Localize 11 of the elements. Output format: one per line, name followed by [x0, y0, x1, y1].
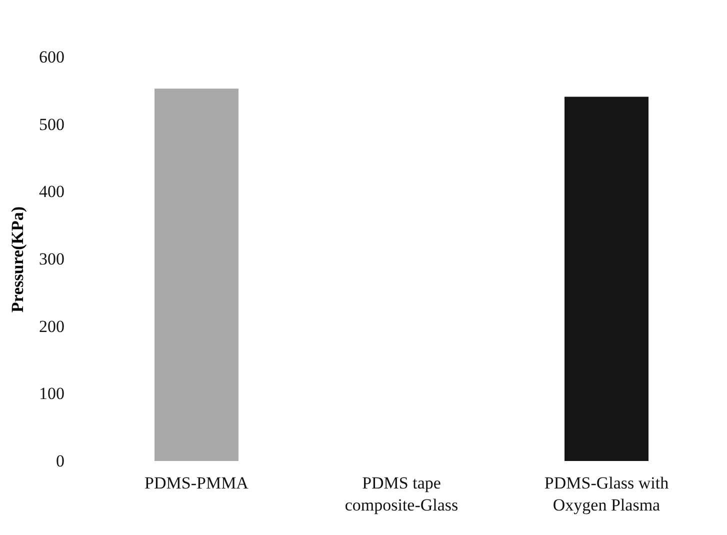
y-tick-label: 0 [56, 452, 64, 470]
x-tick-label: PDMS tape composite-Glass [344, 474, 458, 514]
y-tick-label: 400 [39, 182, 64, 202]
x-tick-label: PDMS-PMMA [144, 474, 250, 492]
x-tick-label: PDMS-Glass with Oxygen Plasma [544, 474, 670, 514]
y-axis-title: Pressure(KPa) [8, 206, 27, 313]
y-tick-label: 200 [39, 316, 64, 336]
y-tick-label: 600 [39, 48, 64, 66]
y-tick-label: 100 [39, 384, 64, 404]
y-tick-label: 500 [39, 114, 64, 134]
y-tick-label: 300 [39, 250, 64, 268]
